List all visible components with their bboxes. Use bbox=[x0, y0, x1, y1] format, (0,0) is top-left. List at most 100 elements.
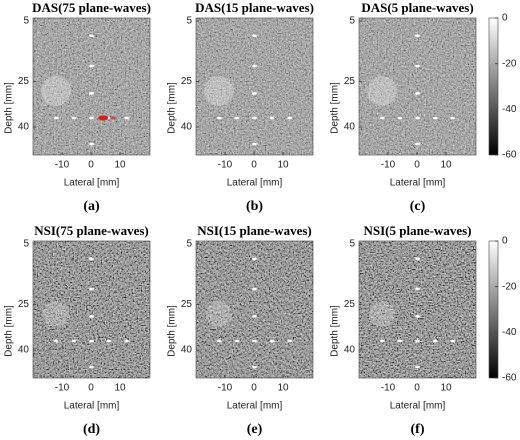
x-axis-label: Lateral [mm] bbox=[227, 178, 283, 189]
cyst bbox=[43, 301, 69, 327]
point-target bbox=[124, 339, 129, 343]
point-target bbox=[252, 339, 257, 343]
point-target bbox=[415, 34, 420, 38]
x-tick-label: 10 bbox=[440, 383, 452, 394]
y-tick-label: 5 bbox=[349, 239, 355, 250]
point-target bbox=[89, 116, 94, 120]
point-target bbox=[252, 257, 257, 261]
panel-title: NSI(75 plane-waves) bbox=[34, 223, 148, 238]
point-target bbox=[89, 64, 94, 68]
panel-caption: (d) bbox=[83, 422, 100, 437]
point-target bbox=[54, 339, 59, 343]
cyst bbox=[369, 301, 395, 327]
point-target bbox=[89, 339, 94, 343]
cyst bbox=[41, 76, 71, 106]
point-target bbox=[252, 287, 257, 291]
panel-title: DAS(75 plane-waves) bbox=[32, 0, 151, 15]
point-target bbox=[415, 92, 420, 95]
y-tick-label: 5 bbox=[186, 16, 192, 27]
point-target bbox=[217, 339, 222, 343]
x-tick-label: -10 bbox=[218, 160, 233, 171]
colorbar-tick-label: -20 bbox=[502, 58, 517, 69]
x-tick-label: -10 bbox=[381, 383, 396, 394]
x-tick-label: 0 bbox=[414, 160, 420, 171]
x-tick-label: 0 bbox=[251, 160, 257, 171]
point-target bbox=[234, 116, 240, 120]
x-tick-label: 10 bbox=[114, 383, 126, 394]
colorbar-tick-label: -20 bbox=[502, 281, 517, 292]
x-tick-label: -10 bbox=[55, 383, 70, 394]
y-tick-label: 25 bbox=[181, 76, 193, 87]
y-tick-label: 40 bbox=[181, 122, 193, 133]
y-axis-label: Depth [mm] bbox=[4, 82, 15, 134]
y-tick-label: 5 bbox=[23, 239, 29, 250]
panel-title: DAS(15 plane-waves) bbox=[195, 0, 314, 15]
y-tick-label: 5 bbox=[23, 16, 29, 27]
point-target bbox=[415, 339, 420, 343]
point-target bbox=[234, 339, 240, 343]
colorbar bbox=[488, 17, 499, 156]
y-axis-label: Depth [mm] bbox=[4, 305, 15, 357]
x-tick-label: 0 bbox=[88, 160, 94, 171]
cyst bbox=[206, 301, 232, 327]
point-target bbox=[106, 339, 112, 343]
x-tick-label: 10 bbox=[277, 160, 289, 171]
x-axis-label: Lateral [mm] bbox=[64, 401, 120, 412]
point-target bbox=[432, 116, 438, 120]
point-target bbox=[71, 116, 77, 120]
point-target bbox=[252, 142, 257, 146]
point-target bbox=[432, 339, 438, 343]
colorbar-tick-label: -60 bbox=[502, 150, 517, 161]
point-target bbox=[269, 116, 275, 120]
speckle bbox=[196, 241, 313, 378]
speckle bbox=[359, 241, 476, 378]
x-axis-label: Lateral [mm] bbox=[64, 178, 120, 189]
point-target bbox=[397, 339, 403, 343]
point-target bbox=[124, 116, 129, 120]
colorbar bbox=[488, 240, 499, 379]
point-target bbox=[89, 92, 94, 95]
y-tick-label: 40 bbox=[18, 345, 30, 356]
y-tick-label: 25 bbox=[181, 299, 193, 310]
panel-title: NSI(15 plane-waves) bbox=[197, 223, 311, 238]
point-target bbox=[89, 34, 94, 38]
point-target bbox=[252, 365, 257, 369]
y-tick-label: 5 bbox=[186, 239, 192, 250]
point-target bbox=[397, 116, 403, 120]
colorbar-tick-label: -40 bbox=[502, 327, 517, 338]
panel-caption: (c) bbox=[410, 199, 426, 214]
y-axis-label: Depth [mm] bbox=[330, 82, 341, 134]
x-tick-label: -10 bbox=[381, 160, 396, 171]
point-target bbox=[89, 257, 94, 261]
point-target bbox=[415, 116, 420, 120]
point-target bbox=[287, 116, 292, 120]
colorbar-tick-label: 0 bbox=[502, 13, 508, 24]
cyst bbox=[204, 76, 234, 106]
y-tick-label: 25 bbox=[344, 76, 356, 87]
panel-title: DAS(5 plane-waves) bbox=[361, 0, 473, 15]
y-axis-label: Depth [mm] bbox=[167, 82, 178, 134]
highlight-marker bbox=[109, 116, 116, 120]
x-tick-label: 10 bbox=[277, 383, 289, 394]
point-target bbox=[415, 142, 420, 146]
speckle bbox=[33, 18, 150, 155]
x-tick-label: 0 bbox=[251, 383, 257, 394]
x-tick-label: 10 bbox=[440, 160, 452, 171]
y-axis-label: Depth [mm] bbox=[167, 305, 178, 357]
colorbar-tick-label: 0 bbox=[502, 236, 508, 247]
speckle bbox=[33, 241, 150, 378]
point-target bbox=[450, 339, 455, 343]
point-target bbox=[217, 116, 222, 120]
point-target bbox=[450, 116, 455, 120]
point-target bbox=[71, 339, 77, 343]
x-tick-label: 0 bbox=[414, 383, 420, 394]
x-tick-label: -10 bbox=[55, 160, 70, 171]
y-tick-label: 40 bbox=[18, 122, 30, 133]
point-target bbox=[252, 34, 257, 38]
speckle bbox=[359, 18, 476, 155]
point-target bbox=[89, 142, 94, 146]
x-axis-label: Lateral [mm] bbox=[227, 401, 283, 412]
speckle bbox=[196, 18, 313, 155]
y-axis-label: Depth [mm] bbox=[330, 305, 341, 357]
